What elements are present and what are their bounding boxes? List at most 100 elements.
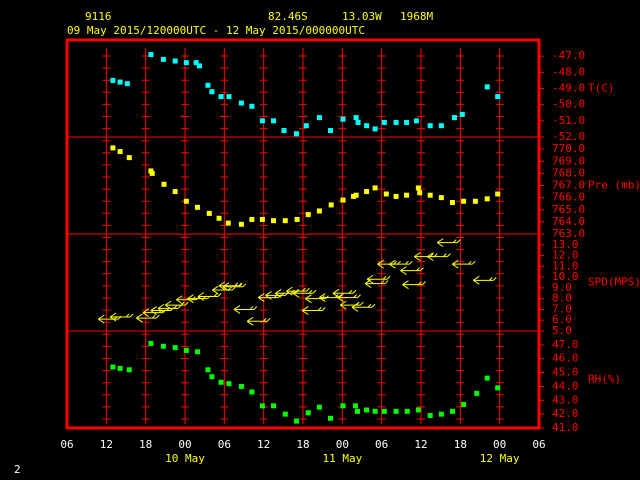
data-point xyxy=(160,56,166,62)
grid-cross xyxy=(220,55,229,420)
x-tick-label: 12 xyxy=(257,438,270,451)
y-tick-label: 13.0 xyxy=(552,238,579,251)
y-tick-label: 43.0 xyxy=(552,393,579,406)
data-point xyxy=(484,196,490,202)
data-point xyxy=(110,77,116,83)
data-point xyxy=(271,118,276,124)
y-tick-label: 769.0 xyxy=(552,154,585,167)
wind-arrow xyxy=(301,306,326,315)
data-point xyxy=(372,126,378,132)
data-point xyxy=(149,170,155,176)
data-point xyxy=(206,210,212,216)
wind-arrow xyxy=(351,302,376,312)
data-point xyxy=(281,128,287,134)
data-point xyxy=(393,408,399,414)
data-point xyxy=(316,404,322,410)
wind-arrow xyxy=(339,300,364,310)
data-point xyxy=(316,115,322,121)
data-point xyxy=(110,364,116,370)
data-point xyxy=(328,128,334,134)
data-point xyxy=(438,123,444,129)
wind-arrow xyxy=(292,288,317,298)
data-point xyxy=(172,189,178,195)
data-point xyxy=(226,381,232,387)
page-number: 2 xyxy=(14,463,21,476)
data-point xyxy=(474,390,480,396)
data-point xyxy=(364,407,370,413)
data-point xyxy=(205,82,211,88)
y-tick-label: 764.0 xyxy=(552,215,585,228)
data-point xyxy=(472,198,478,204)
data-point xyxy=(271,218,276,224)
wind-arrow xyxy=(136,313,160,323)
y-tick-label: 768.0 xyxy=(552,166,585,179)
wind-arrow xyxy=(176,295,200,305)
wind-arrow xyxy=(265,291,289,300)
y-tick-label: 5.0 xyxy=(552,324,572,337)
wind-arrow xyxy=(164,300,189,310)
data-point xyxy=(194,349,200,355)
wind-arrow xyxy=(212,285,236,295)
data-point xyxy=(110,145,116,151)
y-tick-label: 8.0 xyxy=(552,292,572,305)
data-point xyxy=(196,63,202,69)
y-tick-label: 47.0 xyxy=(552,338,579,351)
data-point xyxy=(259,216,265,222)
data-point xyxy=(194,204,200,210)
data-point xyxy=(226,94,232,100)
plot-frame xyxy=(65,38,541,430)
wind-arrow xyxy=(305,294,329,304)
data-point xyxy=(328,415,334,421)
date-label: 12 May xyxy=(480,452,520,465)
y-tick-label: 44.0 xyxy=(552,379,579,392)
y-tick-label: -51.0 xyxy=(552,114,585,127)
wind-arrow xyxy=(389,259,413,269)
data-point xyxy=(117,149,123,155)
wind-arrow xyxy=(402,280,426,290)
data-point xyxy=(126,155,132,161)
data-point xyxy=(364,189,370,195)
data-point xyxy=(381,119,387,125)
wind-arrow xyxy=(436,238,461,248)
data-point xyxy=(249,103,255,109)
data-point xyxy=(126,367,132,373)
data-point xyxy=(427,123,433,129)
y-tick-label: 770.0 xyxy=(552,142,585,155)
x-tick-label: 00 xyxy=(493,438,506,451)
wind-arrow xyxy=(452,259,476,269)
data-point xyxy=(238,383,244,389)
data-point xyxy=(161,181,167,187)
data-point xyxy=(438,411,444,417)
data-point xyxy=(415,185,421,191)
data-point xyxy=(238,100,244,106)
y-tick-label: -48.0 xyxy=(552,65,585,78)
data-point xyxy=(415,407,421,413)
data-point xyxy=(259,403,265,409)
data-point xyxy=(293,131,299,137)
x-tick-label: 06 xyxy=(532,438,545,451)
wind-arrow xyxy=(197,292,222,301)
x-tick-label: 18 xyxy=(296,438,309,451)
data-point xyxy=(294,216,300,222)
y-tick-label: 42.0 xyxy=(552,407,579,420)
data-point xyxy=(117,79,123,85)
data-point xyxy=(353,192,359,198)
wind-arrow xyxy=(400,266,424,276)
latitude: 82.46S xyxy=(268,10,308,23)
data-point xyxy=(393,193,399,199)
data-point xyxy=(413,118,419,124)
wind-arrow xyxy=(377,259,401,269)
data-point xyxy=(383,191,389,197)
period: 09 May 2015/120000UTC - 12 May 2015/0000… xyxy=(67,24,365,37)
data-point xyxy=(328,202,334,208)
data-point xyxy=(354,408,360,414)
data-point xyxy=(495,191,501,197)
data-point xyxy=(172,58,178,64)
data-point xyxy=(259,118,265,124)
grid-cross xyxy=(102,55,111,420)
wind-arrow xyxy=(366,274,391,284)
data-point xyxy=(340,116,346,122)
data-point xyxy=(451,115,457,121)
data-point xyxy=(305,410,311,416)
